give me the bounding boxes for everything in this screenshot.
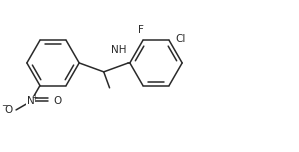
Text: N: N xyxy=(27,96,35,106)
Text: Cl: Cl xyxy=(176,34,186,44)
Text: O: O xyxy=(4,105,12,115)
Text: NH: NH xyxy=(112,45,127,55)
Text: O: O xyxy=(53,96,62,106)
Text: F: F xyxy=(138,25,144,35)
Text: +: + xyxy=(32,93,38,102)
Text: −: − xyxy=(1,101,7,110)
